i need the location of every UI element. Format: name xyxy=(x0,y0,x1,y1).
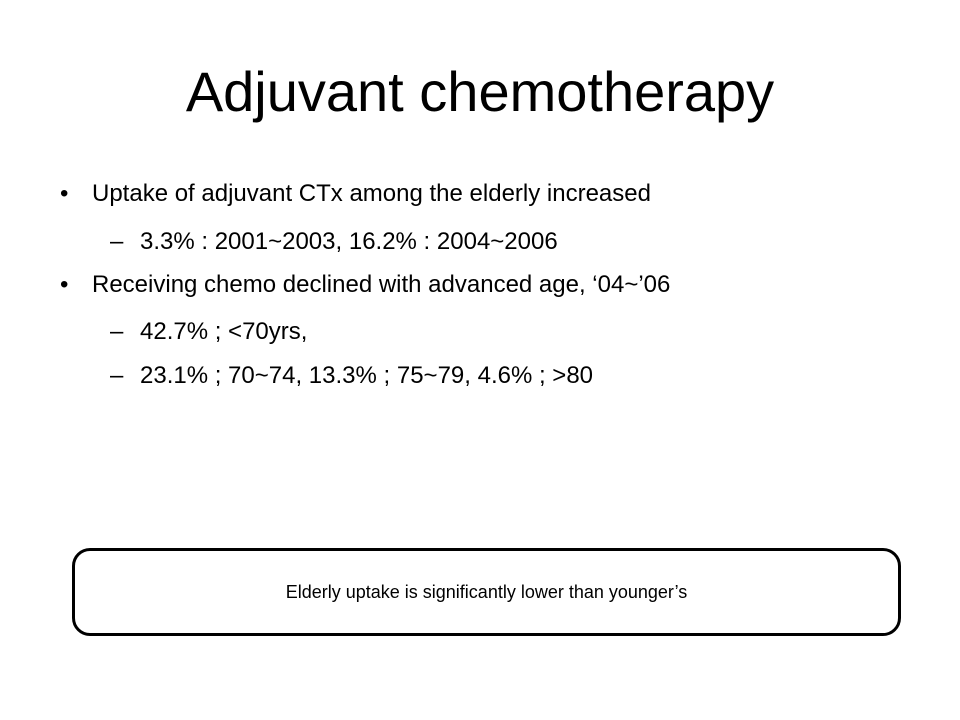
sub-bullet-item: – 3.3% : 2001~2003, 16.2% : 2004~2006 xyxy=(110,226,558,258)
bullet-marker: • xyxy=(60,271,69,298)
bullet-text: Uptake of adjuvant CTx among the elderly… xyxy=(92,180,651,207)
sub-bullet-marker: – xyxy=(110,318,124,345)
sub-bullet-item: – 42.7% ; <70yrs, xyxy=(110,316,308,348)
bullet-text: Receiving chemo declined with advanced a… xyxy=(92,271,671,298)
slide-title: Adjuvant chemotherapy xyxy=(185,60,775,123)
callout-text: Elderly uptake is significantly lower th… xyxy=(285,582,688,602)
bullet-marker: • xyxy=(60,180,69,207)
sub-bullet-text: 23.1% ; 70~74, 13.3% ; 75~79, 4.6% ; >80 xyxy=(140,362,594,389)
sub-bullet-marker: – xyxy=(110,228,124,255)
sub-bullet-item: – 23.1% ; 70~74, 13.3% ; 75~79, 4.6% ; >… xyxy=(110,360,594,392)
bullet-item: • Receiving chemo declined with advanced… xyxy=(60,269,671,301)
sub-bullet-text: 3.3% : 2001~2003, 16.2% : 2004~2006 xyxy=(140,228,558,255)
sub-bullet-marker: – xyxy=(110,362,124,389)
sub-bullet-text: 42.7% ; <70yrs, xyxy=(140,318,308,345)
callout-box: Elderly uptake is significantly lower th… xyxy=(72,548,901,636)
bullet-item: • Uptake of adjuvant CTx among the elder… xyxy=(60,178,651,210)
